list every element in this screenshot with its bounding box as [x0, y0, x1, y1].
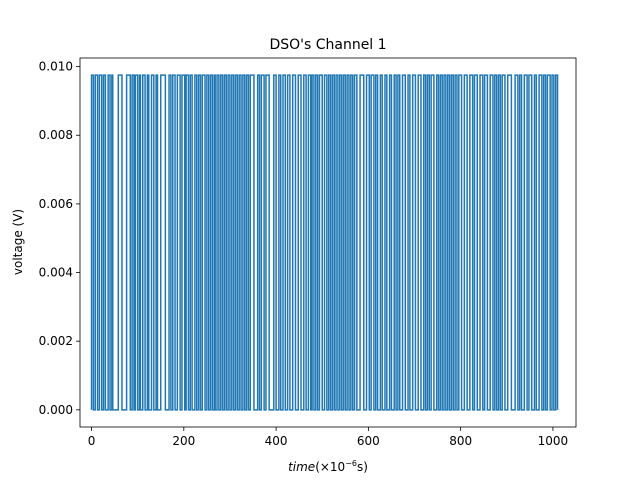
x-axis-label-var: time	[288, 460, 315, 474]
x-axis-label-open: (×10	[315, 460, 345, 474]
y-axis-label: voltage (V)	[11, 209, 25, 275]
x-tick-label: 600	[357, 434, 380, 448]
y-tick-label: 0.006	[39, 197, 73, 211]
y-tick-label: 0.008	[39, 128, 73, 142]
y-tick-label: 0.000	[39, 403, 73, 417]
plot-area	[90, 74, 559, 411]
x-tick-label: 400	[265, 434, 288, 448]
x-axis: 0 200 400 600 800 1000	[88, 427, 568, 448]
x-axis-label-unit: s)	[357, 460, 368, 474]
y-tick-label: 0.002	[39, 334, 73, 348]
x-axis-label-exp: −6	[345, 459, 357, 468]
x-tick-label: 200	[172, 434, 195, 448]
chart-title: DSO's Channel 1	[269, 37, 386, 53]
x-tick-label: 1000	[538, 434, 569, 448]
y-axis: 0.000 0.002 0.004 0.006 0.008 0.010	[39, 60, 80, 417]
x-axis-label: time(×10−6s)	[288, 459, 368, 474]
x-tick-label: 0	[88, 434, 96, 448]
y-tick-label: 0.004	[39, 266, 73, 280]
series-line	[90, 74, 559, 411]
x-tick-label: 800	[449, 434, 472, 448]
axes-frame	[79, 57, 577, 428]
y-tick-label: 0.010	[39, 60, 73, 74]
